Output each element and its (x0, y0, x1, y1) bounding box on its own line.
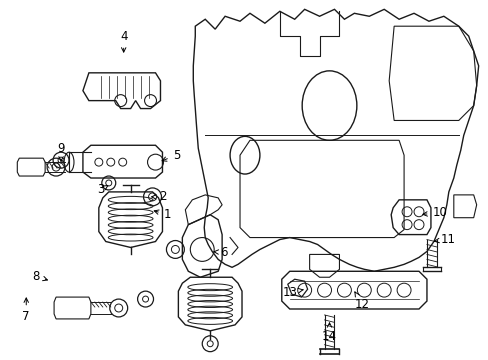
Text: 8: 8 (32, 270, 47, 283)
Text: 6: 6 (214, 246, 227, 259)
Text: 2: 2 (151, 190, 166, 203)
Text: 13: 13 (282, 285, 303, 299)
Text: 3: 3 (97, 184, 108, 197)
Text: 14: 14 (322, 323, 336, 343)
Text: 1: 1 (154, 208, 171, 221)
Text: 12: 12 (354, 292, 369, 311)
Text: 5: 5 (162, 149, 180, 162)
Text: 11: 11 (434, 233, 454, 246)
Text: 9: 9 (57, 142, 65, 161)
Text: 7: 7 (22, 298, 30, 323)
Text: 10: 10 (422, 206, 447, 219)
Text: 4: 4 (120, 30, 127, 52)
